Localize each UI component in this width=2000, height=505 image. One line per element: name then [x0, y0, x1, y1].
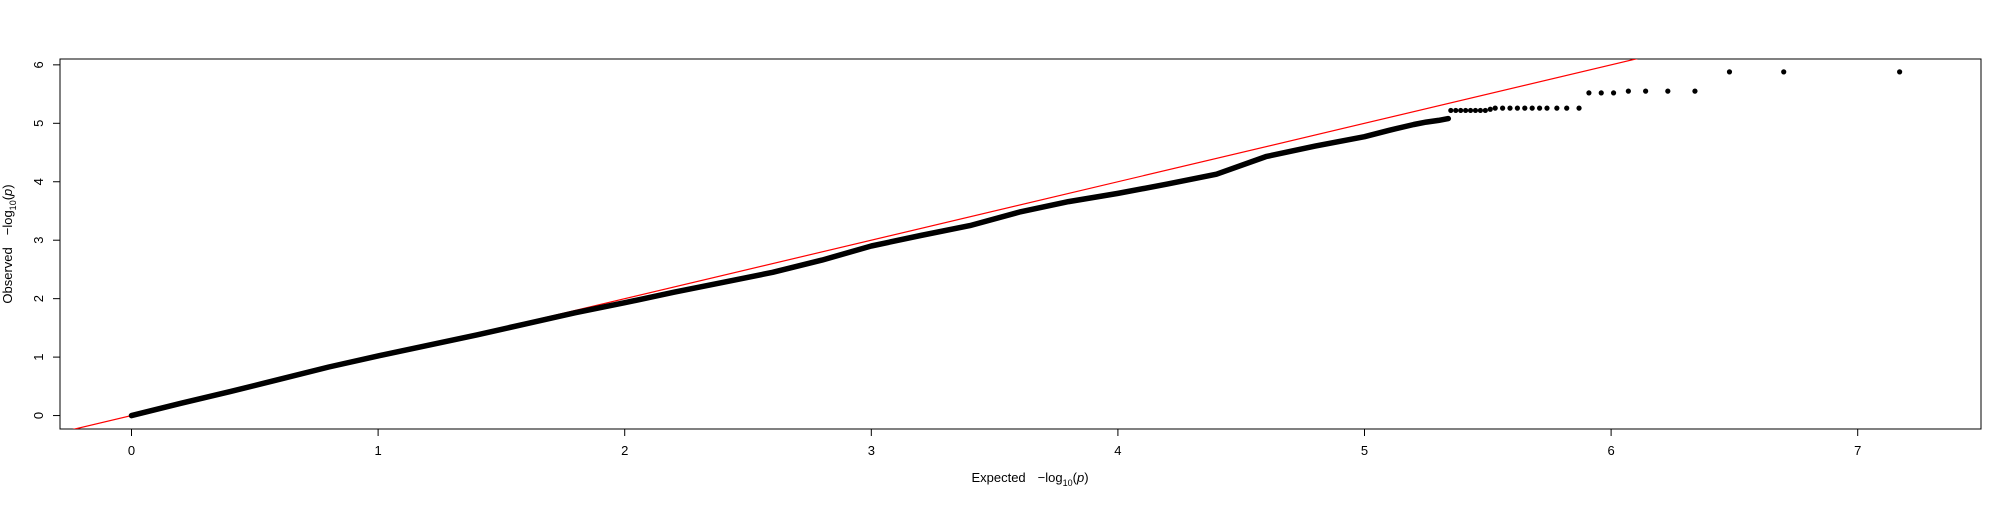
- data-point: [1564, 105, 1570, 111]
- data-point: [1529, 105, 1535, 111]
- data-point: [1781, 69, 1787, 75]
- y-tick-label: 3: [31, 237, 46, 244]
- data-point: [1544, 105, 1550, 111]
- x-tick-label: 2: [621, 443, 628, 458]
- y-tick-label: 2: [31, 295, 46, 302]
- x-tick-label: 4: [1114, 443, 1121, 458]
- x-axis-title: Expected −log10(p): [971, 470, 1088, 488]
- data-point: [1463, 107, 1469, 114]
- data-point: [1467, 107, 1474, 114]
- data-point: [1492, 105, 1498, 111]
- y-tick-label: 4: [31, 178, 46, 185]
- data-point: [1897, 69, 1903, 75]
- x-tick-label: 1: [374, 443, 381, 458]
- data-point: [1472, 107, 1479, 114]
- data-point: [1477, 107, 1484, 114]
- data-point: [1514, 105, 1520, 111]
- data-point: [1586, 90, 1592, 96]
- x-tick-label: 0: [128, 443, 135, 458]
- data-point: [1692, 88, 1698, 94]
- data-point: [1487, 106, 1493, 112]
- data-point: [1522, 105, 1528, 111]
- data-point: [1576, 105, 1582, 111]
- data-point: [1598, 90, 1604, 96]
- x-tick-label: 7: [1854, 443, 1861, 458]
- reference-line: [72, 59, 1639, 429]
- data-point: [1448, 107, 1454, 114]
- data-point: [1554, 105, 1560, 111]
- x-tick-label: 3: [868, 443, 875, 458]
- data-point: [1726, 69, 1733, 75]
- x-tick-label: 6: [1607, 443, 1614, 458]
- data-point: [1482, 107, 1488, 114]
- y-tick-label: 0: [31, 412, 46, 419]
- data-point: [1536, 105, 1543, 111]
- data-point: [1507, 105, 1513, 111]
- x-tick-label: 5: [1361, 443, 1368, 458]
- data-point: [1625, 88, 1631, 94]
- data-point: [1643, 88, 1649, 94]
- data-point: [1453, 107, 1459, 114]
- data-point: [1665, 88, 1671, 94]
- data-point: [1499, 105, 1506, 111]
- y-axis-title: Observed−log10(p): [0, 184, 18, 303]
- y-tick-label: 1: [31, 353, 46, 360]
- y-tick-label: 6: [31, 61, 46, 68]
- plot-frame: [59, 58, 1982, 430]
- observed-points-dense: [128, 115, 1452, 419]
- data-point: [1610, 90, 1617, 96]
- data-point: [1458, 107, 1464, 114]
- y-tick-label: 5: [31, 120, 46, 127]
